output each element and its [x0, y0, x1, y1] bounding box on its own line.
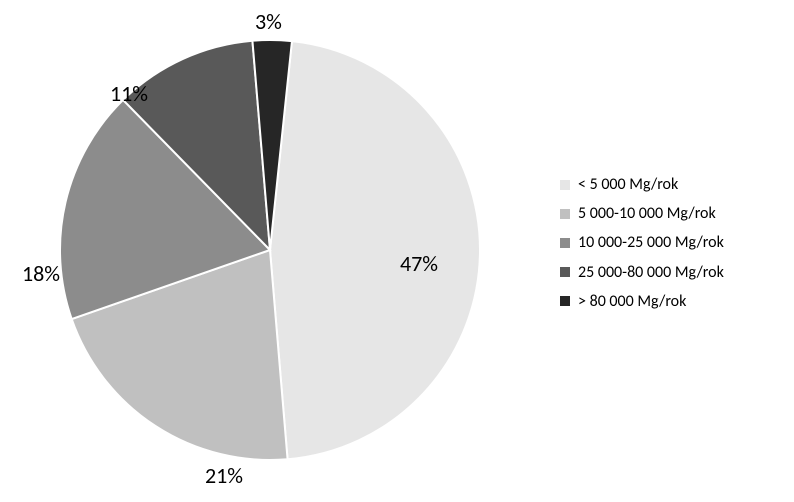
pie-slice: [270, 41, 480, 459]
legend-swatch: [560, 296, 570, 306]
legend-label: 5 000-10 000 Mg/rok: [578, 204, 716, 223]
pie-area: 47%21%18%11%3%: [40, 20, 500, 480]
legend-label: 10 000-25 000 Mg/rok: [578, 233, 724, 252]
legend-label: 25 000-80 000 Mg/rok: [578, 263, 724, 282]
slice-label: 21%: [205, 462, 243, 489]
slice-label: 18%: [22, 260, 60, 287]
slice-label: 11%: [110, 80, 148, 107]
legend-item: 5 000-10 000 Mg/rok: [560, 204, 780, 223]
legend-label: < 5 000 Mg/rok: [578, 175, 678, 194]
legend-swatch: [560, 238, 570, 248]
pie-chart-figure: 47%21%18%11%3% < 5 000 Mg/rok5 000-10 00…: [0, 0, 794, 502]
slice-label: 47%: [400, 250, 438, 277]
legend-item: < 5 000 Mg/rok: [560, 175, 780, 194]
legend-swatch: [560, 209, 570, 219]
legend-swatch: [560, 180, 570, 190]
legend-item: 10 000-25 000 Mg/rok: [560, 233, 780, 252]
legend-swatch: [560, 267, 570, 277]
legend-label: > 80 000 Mg/rok: [578, 292, 686, 311]
legend: < 5 000 Mg/rok 5 000-10 000 Mg/rok 10 000-…: [560, 175, 780, 321]
legend-item: 25 000-80 000 Mg/rok: [560, 263, 780, 282]
slice-label: 3%: [255, 8, 282, 35]
legend-item: > 80 000 Mg/rok: [560, 292, 780, 311]
